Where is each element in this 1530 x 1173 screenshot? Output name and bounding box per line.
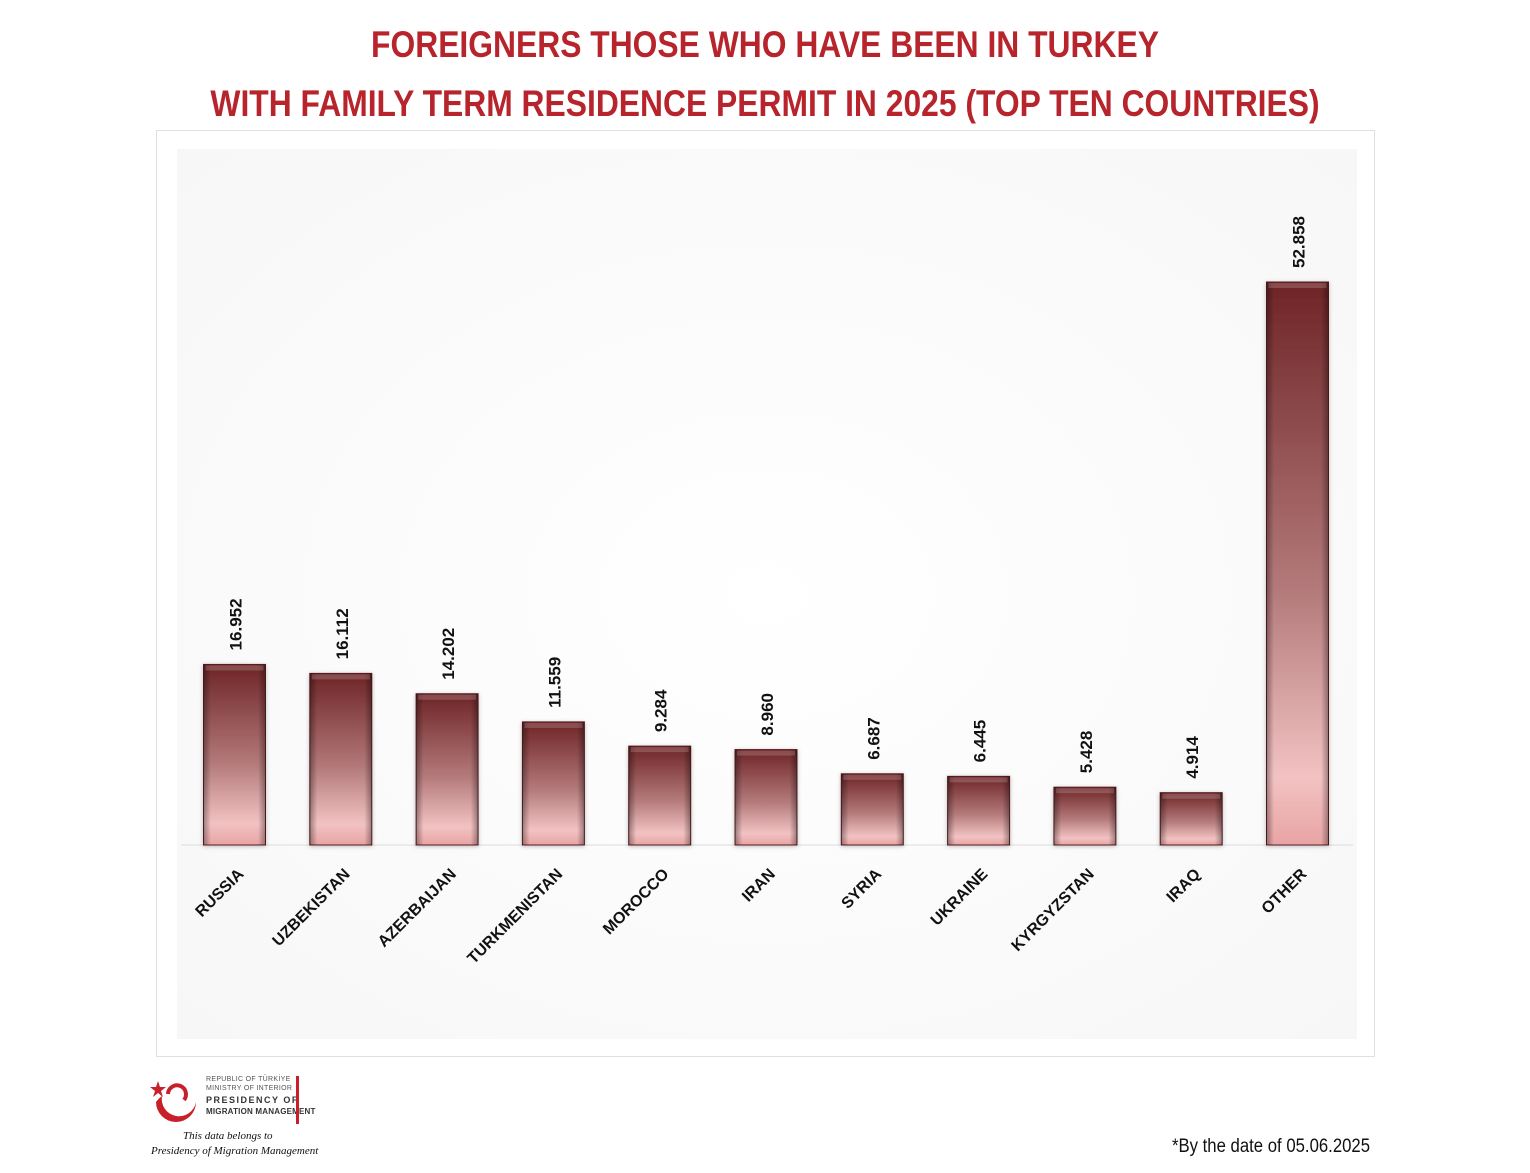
value-label: 8.960 [758, 693, 777, 736]
value-label: 11.559 [545, 657, 564, 708]
bar-chart: 16.952 16.112 14.202 11.559 9.284 8.960 6.687 6… [177, 149, 1357, 1039]
bar-bevel [841, 773, 904, 845]
credit-line-2: Presidency of Migration Management [151, 1145, 319, 1157]
bar-bevel [416, 693, 479, 845]
value-label: 14.202 [439, 628, 458, 680]
chart-title-line-1: FOREIGNERS THOSE WHO HAVE BEEN IN TURKEY [371, 24, 1159, 65]
bar-highlight [524, 722, 583, 728]
bar-turkmenistan [521, 721, 585, 846]
bar-highlight [1268, 283, 1327, 288]
crescent-star-logo-icon [150, 1081, 196, 1122]
bar-bevel [203, 664, 266, 845]
bar-morocco [628, 745, 692, 846]
logo-text-migration: MIGRATION MANAGEMENT [206, 1107, 316, 1116]
bar-highlight [205, 665, 264, 671]
bar-highlight [949, 777, 1008, 783]
bar-iran [734, 749, 798, 846]
bar-bevel [309, 673, 372, 845]
bar-bevel [628, 746, 691, 845]
bar-bevel [1053, 787, 1116, 845]
plot-background [177, 149, 1357, 1039]
value-label: 9.284 [652, 689, 671, 732]
logo-divider [296, 1076, 299, 1124]
bar-highlight [843, 774, 902, 780]
bar-highlight [737, 750, 795, 756]
value-label: 16.952 [227, 598, 246, 650]
bar-kyrgyzstan [1053, 786, 1117, 846]
bar-other [1266, 281, 1329, 846]
bar-highlight [418, 694, 477, 700]
credit-line-1: This data belongs to [183, 1130, 273, 1142]
logo-text-republic: REPUBLIC OF TÜRKİYE [206, 1076, 291, 1083]
logo-block: REPUBLIC OF TÜRKİYE MINISTRY OF INTERIOR… [150, 1074, 318, 1164]
bar-bevel [735, 749, 797, 845]
bar-bevel [1266, 282, 1329, 845]
value-label: 4.914 [1183, 736, 1202, 779]
bar-azerbaijan [415, 693, 479, 846]
bar-uzbekistan [309, 672, 373, 846]
bar-highlight [311, 674, 370, 680]
value-label: 6.445 [971, 720, 990, 763]
bar-bevel [1160, 792, 1223, 845]
chart-title-line-2: WITH FAMILY TERM RESIDENCE PERMIT IN 202… [210, 83, 1320, 124]
bar-iraq [1159, 792, 1223, 846]
bar-bevel [947, 776, 1010, 845]
bar-bevel [522, 721, 585, 845]
bar-russia [203, 663, 266, 846]
bar-highlight [630, 747, 689, 753]
bar-highlight [1055, 788, 1114, 794]
value-label: 16.112 [333, 608, 352, 659]
logo-text-ministry: MINISTRY OF INTERIOR [206, 1085, 293, 1092]
footnote-date: *By the date of 05.06.2025 [1172, 1136, 1371, 1157]
bar-syria [840, 773, 904, 846]
value-label: 52.858 [1290, 216, 1309, 268]
value-label: 5.428 [1077, 731, 1096, 774]
bar-highlight [1162, 793, 1221, 799]
bar-ukraine [947, 775, 1011, 846]
chart-area: 16.952 16.112 14.202 11.559 9.284 8.960 6.687 6… [156, 130, 1375, 1057]
logo-text-presidency: PRESIDENCY OF [206, 1095, 299, 1105]
value-label: 6.687 [864, 717, 883, 760]
